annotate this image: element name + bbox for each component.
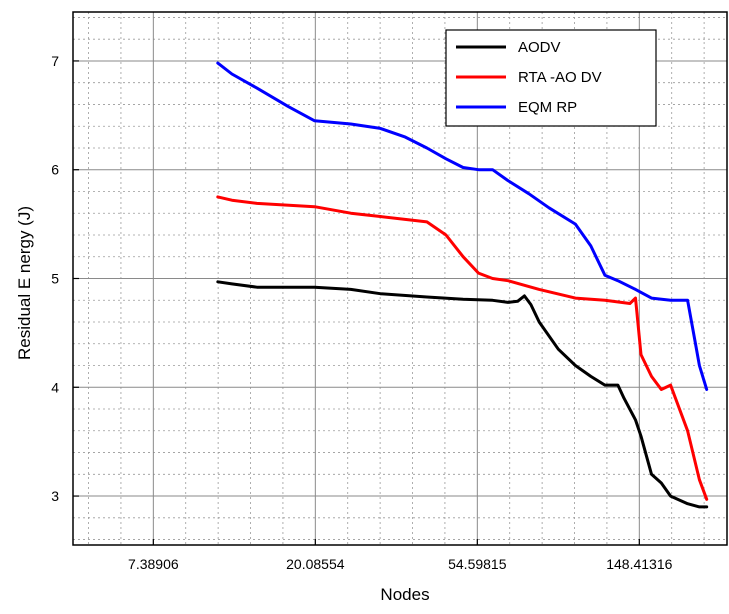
legend-label-aodv: AODV — [518, 39, 561, 56]
series-lines — [216, 61, 709, 509]
x-axis-label: Nodes — [380, 585, 429, 604]
axis-ticks: 3 4 5 6 7 7.38906 20.08554 54.59815 148.41316 — [51, 53, 672, 572]
y-tick-label: 4 — [51, 379, 59, 395]
legend-label-rta-aodv: RTA -AO DV — [518, 69, 602, 86]
y-tick-label: 3 — [51, 488, 59, 504]
series-line-1 — [216, 195, 709, 501]
x-tick-label: 148.41316 — [606, 556, 672, 572]
x-tick-label: 20.08554 — [286, 556, 345, 572]
legend-label-eqmrp: EQM RP — [518, 99, 577, 116]
y-tick-label: 5 — [51, 271, 59, 287]
x-tick-label: 54.59815 — [448, 556, 507, 572]
y-tick-label: 6 — [51, 162, 59, 178]
legend: AODV RTA -AO DV EQM RP — [445, 29, 657, 127]
y-axis-label: Residual E nergy (J) — [15, 206, 34, 360]
series-line-2 — [216, 61, 709, 391]
series-line-0 — [216, 280, 709, 509]
x-tick-label: 7.38906 — [128, 556, 179, 572]
y-tick-label: 7 — [51, 53, 59, 69]
